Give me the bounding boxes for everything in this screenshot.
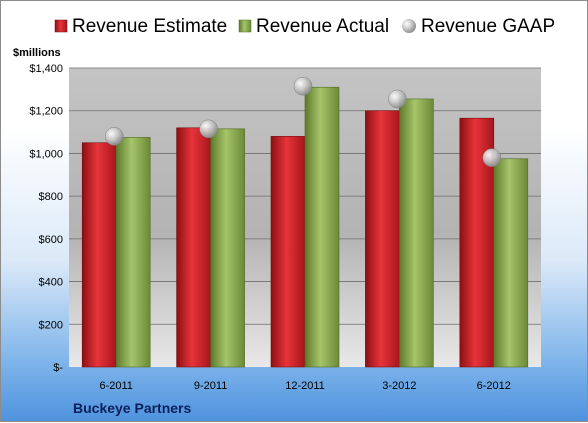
marker-revenue-gaap [199, 119, 218, 139]
bar-revenue-actual [493, 158, 529, 368]
y-axis-unit-label: $millions [13, 47, 61, 59]
marker-revenue-gaap [293, 76, 313, 96]
y-tick-label: $200 [39, 319, 63, 331]
bar-revenue-actual [304, 86, 340, 368]
y-tick-label: $1,400 [29, 63, 63, 75]
x-tick-label: 12-2011 [285, 380, 325, 392]
gaap-markers [104, 76, 502, 167]
legend-label-estimate: Revenue Estimate [72, 16, 227, 37]
legend-label-gaap: Revenue GAAP [421, 16, 555, 37]
legend-item-gaap: Revenue GAAP [402, 16, 555, 37]
y-tick-label: $1,200 [29, 106, 63, 118]
legend-item-estimate: Revenue Estimate [54, 16, 227, 37]
bar-revenue-actual [210, 128, 245, 368]
y-tick-label: $- [53, 362, 63, 374]
legend-label-actual: Revenue Actual [256, 16, 389, 37]
legend: Revenue Estimate Revenue Actual Revenue … [54, 16, 555, 37]
x-tick-label: 6-2012 [477, 380, 511, 392]
bar-revenue-estimate [365, 110, 400, 368]
legend-marker-gaap [402, 19, 416, 33]
marker-revenue-gaap [104, 127, 124, 146]
legend-swatch-actual [238, 19, 252, 33]
x-tick-label: 9-2011 [194, 380, 227, 392]
x-tick-label: 6-2011 [99, 380, 132, 392]
company-name: Buckeye Partners [73, 400, 192, 416]
bar-revenue-estimate [81, 142, 117, 368]
x-tick-label: 3-2012 [382, 380, 416, 392]
y-tick-label: $1,000 [29, 148, 63, 160]
marker-revenue-gaap [482, 148, 502, 167]
bar-revenue-actual [399, 98, 434, 368]
x-axis-ticks: 6-2011 9-2011 12-2011 3-2012 6-2012 [99, 380, 510, 392]
marker-revenue-gaap [388, 89, 407, 109]
y-axis-ticks: $- $200 $400 $600 $800 $1,000 $1,200 $1,400 [29, 63, 63, 374]
y-tick-label: $600 [39, 234, 63, 246]
legend-item-actual: Revenue Actual [238, 16, 389, 37]
bar-revenue-actual [115, 137, 151, 368]
y-tick-label: $400 [39, 277, 63, 289]
legend-swatch-estimate [54, 19, 68, 33]
y-tick-label: $800 [39, 191, 63, 203]
bar-revenue-estimate [176, 127, 211, 368]
bar-revenue-estimate [270, 136, 306, 368]
